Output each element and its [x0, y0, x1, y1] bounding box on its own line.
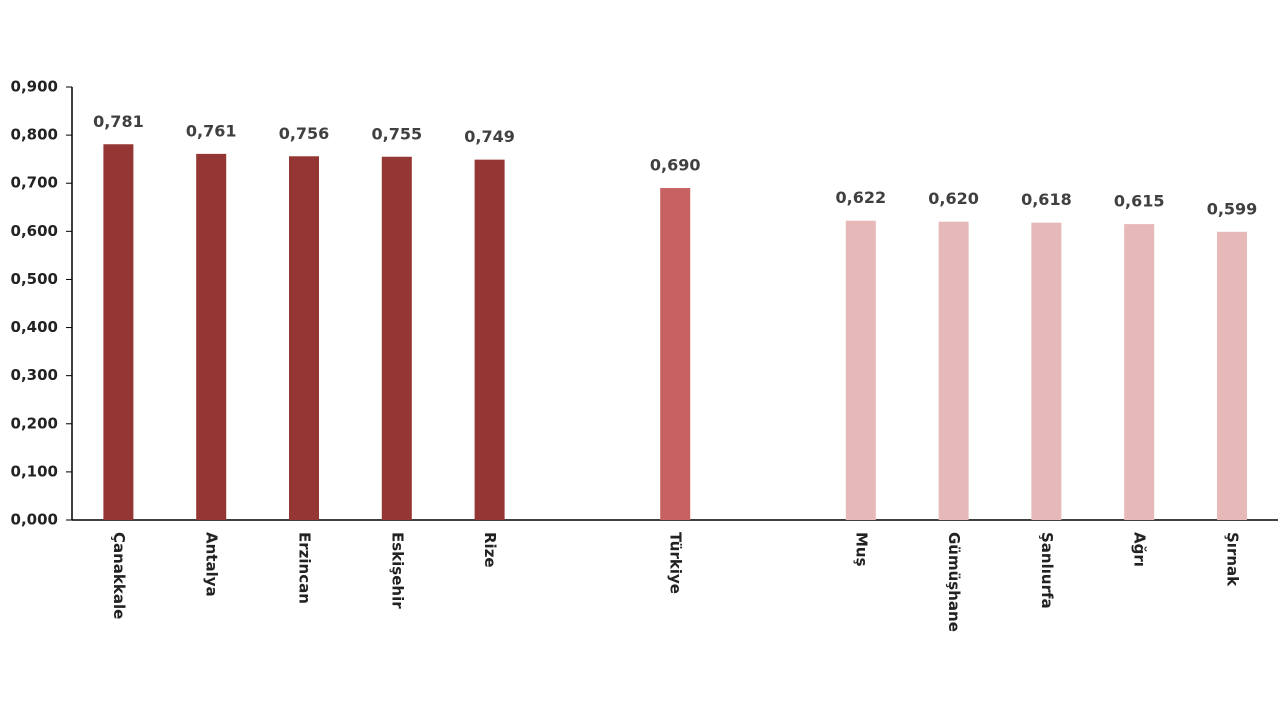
bar [103, 144, 134, 520]
y-tick-label: 0,100 [11, 462, 58, 480]
bar [1217, 231, 1247, 520]
y-tick-label: 0,900 [11, 78, 58, 96]
x-tick-label: Erzincan [296, 532, 314, 604]
x-tick-label: Şırnak [1224, 532, 1242, 587]
x-tick-label: Şanlıurfa [1038, 532, 1056, 609]
y-tick-label: 0,700 [11, 174, 58, 192]
y-tick-label: 0,800 [11, 126, 58, 144]
x-tick-label: Ağrı [1131, 532, 1149, 567]
value-label: 0,756 [279, 124, 330, 143]
bar [474, 159, 505, 521]
x-tick-label: Antalya [203, 532, 221, 597]
bar [196, 153, 227, 520]
x-tick-label: Eskişehir [388, 532, 406, 609]
bar [845, 220, 876, 520]
bar [938, 221, 969, 520]
value-label: 0,690 [650, 156, 701, 175]
x-tick-label: Rize [481, 532, 499, 568]
value-label: 0,620 [928, 189, 979, 208]
value-label: 0,618 [1021, 190, 1072, 209]
y-tick-label: 0,200 [11, 414, 58, 432]
value-label: 0,622 [835, 188, 886, 207]
bar [381, 156, 412, 520]
bar [1031, 222, 1062, 520]
y-tick-label: 0,600 [11, 222, 58, 240]
value-label: 0,781 [93, 112, 144, 131]
bar [289, 156, 319, 520]
y-tick-label: 0,500 [11, 270, 58, 288]
x-tick-label: Muş [852, 532, 870, 567]
x-tick-label: Türkiye [667, 532, 685, 594]
value-label: 0,615 [1114, 192, 1165, 211]
bar [1124, 224, 1155, 520]
y-tick-label: 0,300 [11, 366, 58, 384]
x-tick-label: Gümüşhane [945, 532, 963, 632]
value-label: 0,749 [464, 127, 515, 146]
y-tick-label: 0,000 [11, 511, 58, 529]
x-tick-label: Çanakkale [110, 532, 128, 619]
y-tick-label: 0,400 [11, 318, 58, 336]
value-label: 0,755 [371, 124, 422, 143]
value-label: 0,761 [186, 121, 237, 140]
value-label: 0,599 [1207, 199, 1258, 218]
bar [660, 188, 691, 521]
